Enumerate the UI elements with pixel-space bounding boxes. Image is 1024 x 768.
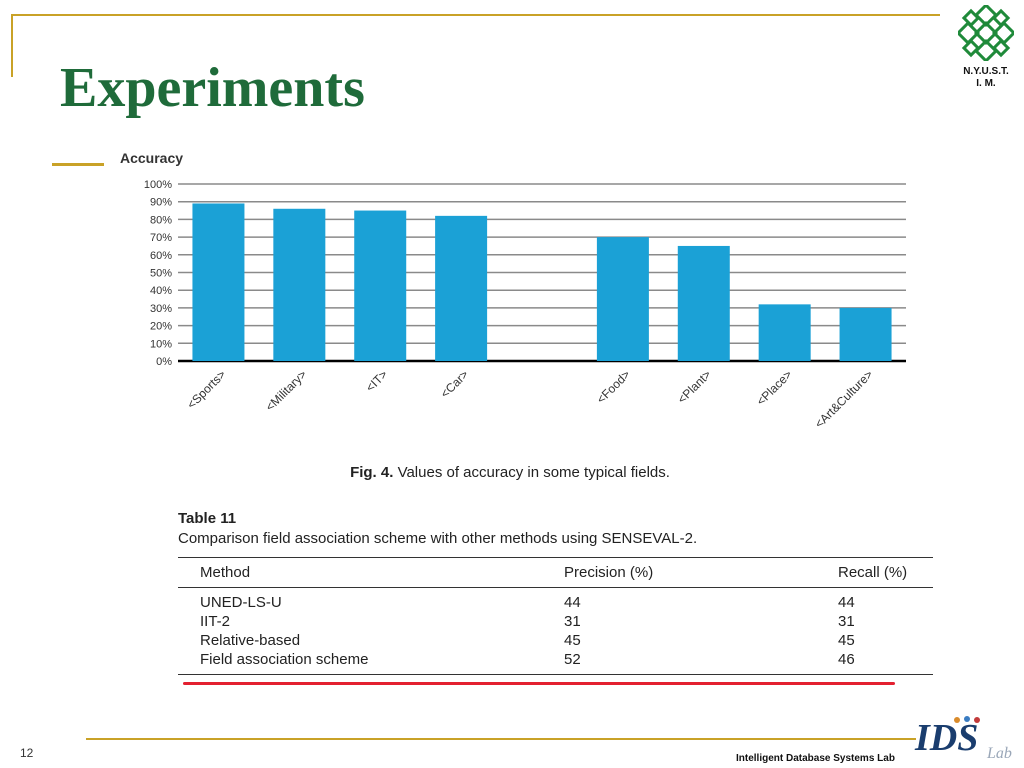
cell-recall: 45 xyxy=(838,632,855,649)
page-number: 12 xyxy=(20,746,34,760)
table-header-row: Method Precision (%) Recall (%) xyxy=(178,557,933,588)
comparison-table-block: Table 11 Comparison field association sc… xyxy=(178,510,938,675)
y-tick-label: 100% xyxy=(144,179,172,191)
y-tick-label: 40% xyxy=(150,285,172,297)
bar xyxy=(435,215,488,361)
comparison-table: Method Precision (%) Recall (%) UNED-LS-… xyxy=(178,557,933,675)
table-row: Field association scheme 52 46 xyxy=(178,650,933,675)
x-tick-label: <Sports> xyxy=(184,367,228,411)
frame-left-rule xyxy=(11,14,13,77)
bar xyxy=(273,208,326,361)
figure-caption: Fig. 4. Values of accuracy in some typic… xyxy=(100,464,920,481)
y-tick-label: 20% xyxy=(150,321,172,333)
y-tick-label: 70% xyxy=(150,232,172,244)
bar xyxy=(354,210,407,361)
chart-title: Accuracy xyxy=(120,150,184,166)
ids-logo-text: IDS xyxy=(914,717,978,759)
y-tick-label: 30% xyxy=(150,303,172,315)
bar xyxy=(839,307,892,361)
nyust-logo: N.Y.U.S.T. I. M. xyxy=(954,2,1018,89)
y-tick-label: 90% xyxy=(150,197,172,209)
highlight-underline xyxy=(183,682,895,685)
x-tick-label: <Place> xyxy=(754,367,795,408)
table-label: Table 11 xyxy=(178,510,237,527)
table-caption: Comparison field association scheme with… xyxy=(178,530,698,547)
figure-caption-label: Fig. 4. xyxy=(350,464,394,481)
logo-text-line1: N.Y.U.S.T. xyxy=(963,66,1009,77)
chart-svg: 0% 10% 20% 30% 40% 50% 60% 70% 80% 90% 100% <Sports… xyxy=(144,179,906,431)
ids-dot-icon xyxy=(954,717,960,723)
cell-method: IIT-2 xyxy=(200,613,231,630)
y-tick-label: 10% xyxy=(150,338,172,350)
frame-top-rule xyxy=(12,14,940,16)
cell-method: UNED-LS-U xyxy=(200,594,282,611)
y-tick-label: 60% xyxy=(150,250,172,262)
header-method: Method xyxy=(200,564,251,581)
ids-dot-icon xyxy=(974,717,980,723)
cell-precision: 45 xyxy=(564,632,581,649)
table-row: Relative-based 45 45 xyxy=(178,631,933,650)
header-recall: Recall (%) xyxy=(838,564,908,581)
cell-recall: 44 xyxy=(838,594,855,611)
cell-precision: 31 xyxy=(564,613,581,630)
x-tick-label: <Car> xyxy=(438,367,471,400)
y-tick-label: 80% xyxy=(150,214,172,226)
bar xyxy=(758,304,811,361)
ids-dot-icon xyxy=(964,716,970,722)
bar xyxy=(677,245,730,361)
footer-lab-name: Intelligent Database Systems Lab xyxy=(736,753,895,764)
cell-recall: 31 xyxy=(838,613,855,630)
nyust-emblem-icon xyxy=(955,2,1017,64)
x-tick-label: <IT> xyxy=(363,367,390,394)
cell-precision: 44 xyxy=(564,594,581,611)
x-tick-label: <Art&Culture> xyxy=(812,367,876,431)
cell-precision: 52 xyxy=(564,651,581,668)
header-precision: Precision (%) xyxy=(564,564,654,581)
table-row: IIT-2 31 31 xyxy=(178,612,933,631)
x-tick-label: <Military> xyxy=(263,367,310,414)
bar xyxy=(192,203,245,361)
x-tick-label: <Food> xyxy=(594,367,633,406)
title-rule xyxy=(52,163,104,166)
cell-method: Relative-based xyxy=(200,632,301,649)
figure-caption-text: Values of accuracy in some typical field… xyxy=(397,464,670,481)
ids-logo-sub: Lab xyxy=(986,745,1012,762)
x-tick-label: <Plant> xyxy=(675,367,714,406)
bar xyxy=(596,237,649,361)
y-tick-label: 0% xyxy=(156,356,172,368)
cell-recall: 46 xyxy=(838,651,855,668)
ids-lab-logo: IDS Lab xyxy=(914,716,1012,762)
accuracy-chart: Accuracy 0% 10% 20% 30% 40% 50% 60% 70% 80% 90% 10… xyxy=(100,146,920,486)
logo-text-line2: I. M. xyxy=(976,78,996,89)
y-tick-label: 50% xyxy=(150,268,172,280)
cell-method: Field association scheme xyxy=(200,651,369,668)
footer-rule xyxy=(86,738,916,740)
table-row: UNED-LS-U 44 44 xyxy=(178,588,933,613)
slide-title: Experiments xyxy=(60,57,365,119)
